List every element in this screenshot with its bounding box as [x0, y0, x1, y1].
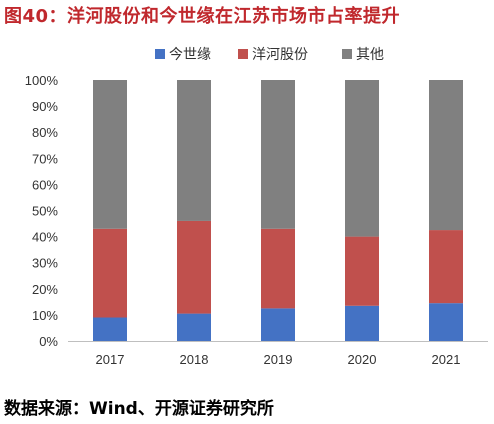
y-tick-label: 10%	[32, 308, 58, 323]
y-tick-label: 90%	[32, 99, 58, 114]
bar-2021-series-1	[429, 230, 463, 304]
chart-legend: 今世缘 洋河股份 其他	[155, 46, 384, 62]
x-axis: 2017 2018 2019 2020 2021	[68, 341, 488, 367]
x-tick-label: 2018	[180, 352, 209, 367]
bar-2017-series-1	[93, 228, 127, 318]
bar-2017-series-0	[93, 317, 127, 341]
y-tick-label: 60%	[32, 177, 58, 192]
y-tick-label: 20%	[32, 282, 58, 297]
bar-2019-series-1	[261, 228, 295, 309]
legend-swatch-2	[342, 49, 352, 59]
x-tick-label: 2019	[264, 352, 293, 367]
legend-label-2: 其他	[356, 46, 384, 62]
bar-2019-series-0	[261, 308, 295, 341]
legend-label-1: 洋河股份	[252, 46, 308, 62]
figure-title: 图40：洋河股份和今世缘在江苏市场市占率提升	[4, 6, 401, 27]
x-tick-label: 2021	[432, 352, 461, 367]
y-tick-label: 70%	[32, 151, 58, 166]
bars	[93, 80, 463, 341]
bar-2018-series-1	[177, 220, 211, 314]
y-axis: 0% 10% 20% 30% 40% 50% 60% 70% 80% 90% 100%	[25, 73, 59, 349]
bar-2018-series-2	[177, 80, 211, 221]
y-tick-label: 30%	[32, 256, 58, 271]
bar-2021-series-2	[429, 80, 463, 231]
y-tick-label: 50%	[32, 204, 58, 219]
y-tick-label: 100%	[25, 73, 59, 88]
bar-2020-series-1	[345, 236, 379, 306]
y-tick-label: 80%	[32, 125, 58, 140]
bar-2020-series-2	[345, 80, 379, 237]
bar-2018-series-0	[177, 313, 211, 341]
source-note: 数据来源：Wind、开源证券研究所	[4, 399, 274, 419]
bar-2020-series-0	[345, 305, 379, 341]
legend-swatch-0	[155, 49, 165, 59]
y-tick-label: 40%	[32, 230, 58, 245]
bar-2019-series-2	[261, 80, 295, 229]
legend-swatch-1	[238, 49, 248, 59]
bar-2017-series-2	[93, 80, 127, 229]
x-tick-label: 2017	[96, 352, 125, 367]
legend-label-0: 今世缘	[169, 46, 211, 62]
x-tick-label: 2020	[348, 352, 377, 367]
bar-2021-series-0	[429, 303, 463, 341]
y-tick-label: 0%	[39, 334, 58, 349]
